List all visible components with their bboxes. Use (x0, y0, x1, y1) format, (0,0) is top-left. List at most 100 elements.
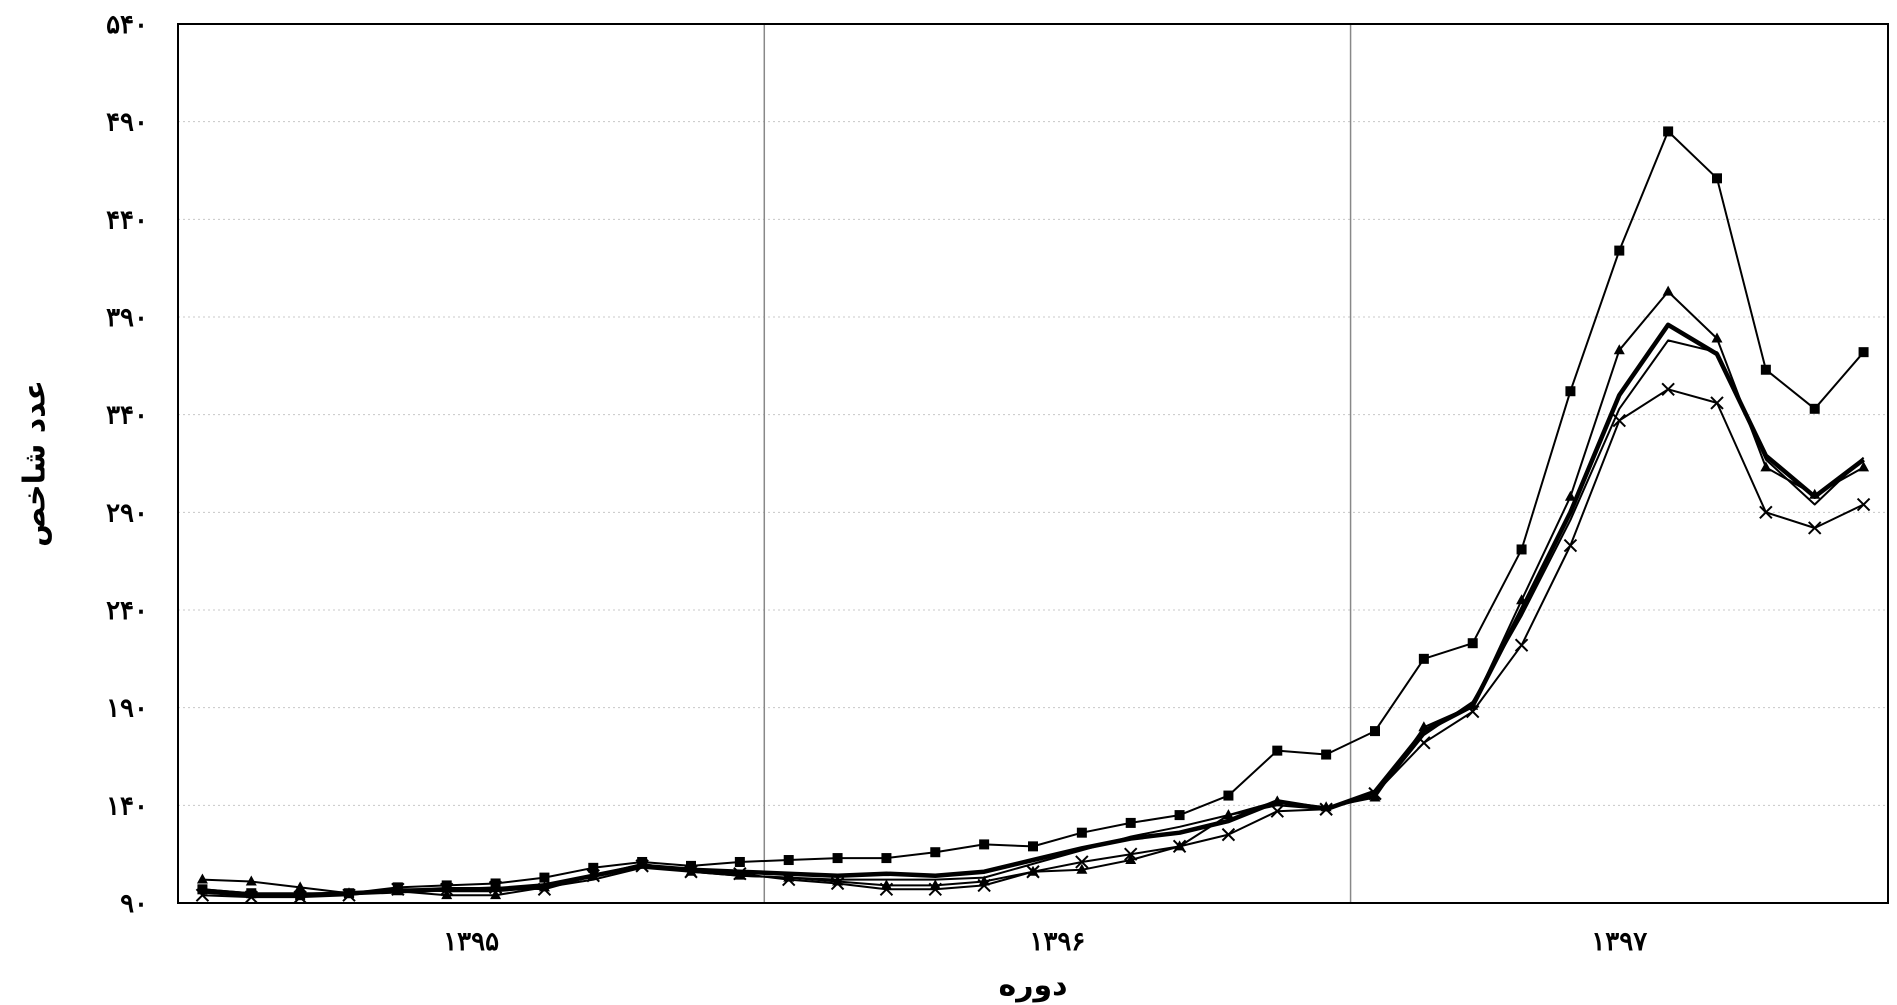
data-point (1563, 538, 1578, 553)
data-point (1370, 726, 1380, 737)
data-point (684, 865, 698, 879)
x-tick-label: ۱۳۹۵ (443, 927, 499, 957)
data-point (1662, 285, 1674, 296)
data-point (488, 880, 503, 895)
data-point (586, 868, 600, 883)
data-point (928, 882, 942, 897)
y-tick-labels: ۹۰ ۱۴۰ ۱۹۰ ۲۴۰ ۲۹۰ ۳۴۰ ۳۹۰ ۴۴۰ ۴۹۰ ۵۴۰ (106, 10, 148, 919)
data-point (782, 872, 796, 887)
data-point (832, 853, 843, 864)
data-point (1614, 245, 1625, 256)
data-point (635, 859, 649, 873)
data-point (1710, 396, 1724, 410)
data-point (1125, 817, 1136, 828)
series-5 (195, 382, 1871, 904)
data-point (734, 856, 745, 867)
data-point (1321, 749, 1332, 760)
data-point (979, 839, 990, 850)
y-tick-label: ۵۴۰ (106, 10, 148, 40)
series-line (202, 339, 1865, 895)
series-3 (202, 322, 1865, 898)
data-point (1075, 855, 1089, 869)
grid-lines (178, 121, 1888, 806)
data-point (1026, 865, 1040, 879)
data-point (1516, 544, 1527, 555)
y-axis-title: عدد شاخص (18, 380, 53, 547)
data-point (537, 882, 552, 897)
year-separators (763, 24, 1352, 903)
data-point (1028, 841, 1038, 852)
data-point (294, 881, 306, 892)
data-point (1759, 505, 1773, 520)
data-point (1270, 804, 1284, 818)
data-point (1174, 810, 1185, 821)
data-point (391, 882, 405, 897)
series-lines (195, 126, 1871, 904)
series-line (202, 322, 1865, 898)
data-point (1565, 386, 1576, 397)
data-point (1661, 382, 1675, 396)
data-point (930, 847, 941, 858)
y-tick-label: ۱۴۰ (106, 791, 148, 821)
data-point (1514, 638, 1529, 652)
data-point (1125, 854, 1137, 865)
x-tick-label: ۱۳۹۷ (1591, 927, 1647, 957)
data-point (441, 880, 452, 891)
data-point (1124, 847, 1138, 861)
data-point (588, 862, 599, 873)
data-point (342, 888, 356, 902)
data-point (293, 890, 307, 904)
data-point (1711, 332, 1723, 343)
y-tick-label: ۴۴۰ (106, 205, 148, 235)
data-point (245, 875, 257, 886)
data-point (441, 889, 453, 900)
data-point (196, 873, 208, 884)
y-tick-label: ۹۰ (120, 889, 148, 919)
data-point (1663, 126, 1674, 137)
data-point (830, 876, 845, 891)
data-point (1564, 490, 1576, 501)
data-point (1272, 745, 1283, 756)
data-point (733, 866, 747, 881)
data-point (1368, 786, 1382, 801)
data-point (1858, 347, 1869, 358)
data-point (539, 872, 550, 883)
data-point (1467, 638, 1478, 649)
x-tick-labels: ۱۳۹۵ ۱۳۹۶ ۱۳۹۷ (443, 927, 1647, 957)
data-point (1418, 653, 1429, 664)
data-point (1172, 839, 1187, 854)
data-point (195, 888, 210, 902)
x-axis-title: دوره (998, 968, 1067, 1003)
data-point (1319, 802, 1333, 816)
data-point (783, 855, 794, 866)
series-1 (197, 126, 1869, 901)
data-point (440, 882, 454, 897)
series-2 (196, 285, 1870, 900)
data-point (490, 889, 502, 900)
data-point (977, 878, 991, 893)
data-point (1760, 461, 1772, 472)
data-point (1076, 863, 1088, 874)
data-point (1760, 364, 1771, 375)
data-point (1223, 790, 1234, 801)
data-point (1466, 704, 1480, 719)
plot-frame (177, 23, 1889, 904)
data-point (1858, 461, 1870, 472)
y-tick-label: ۲۹۰ (106, 498, 148, 528)
data-point (1417, 736, 1431, 750)
x-tick-label: ۱۳۹۶ (1029, 927, 1085, 957)
data-point (1808, 521, 1822, 535)
data-point (879, 882, 894, 897)
data-point (490, 878, 501, 889)
y-tick-label: ۱۹۰ (106, 694, 148, 724)
y-tick-label: ۳۹۰ (106, 303, 148, 333)
data-point (1613, 344, 1625, 355)
y-tick-label: ۲۴۰ (106, 596, 148, 626)
y-tick-label: ۴۹۰ (106, 108, 148, 138)
data-point (881, 853, 892, 864)
y-tick-label: ۳۴۰ (106, 401, 148, 431)
data-point (1856, 497, 1871, 512)
data-point (1809, 403, 1820, 414)
series-line (202, 388, 1865, 899)
